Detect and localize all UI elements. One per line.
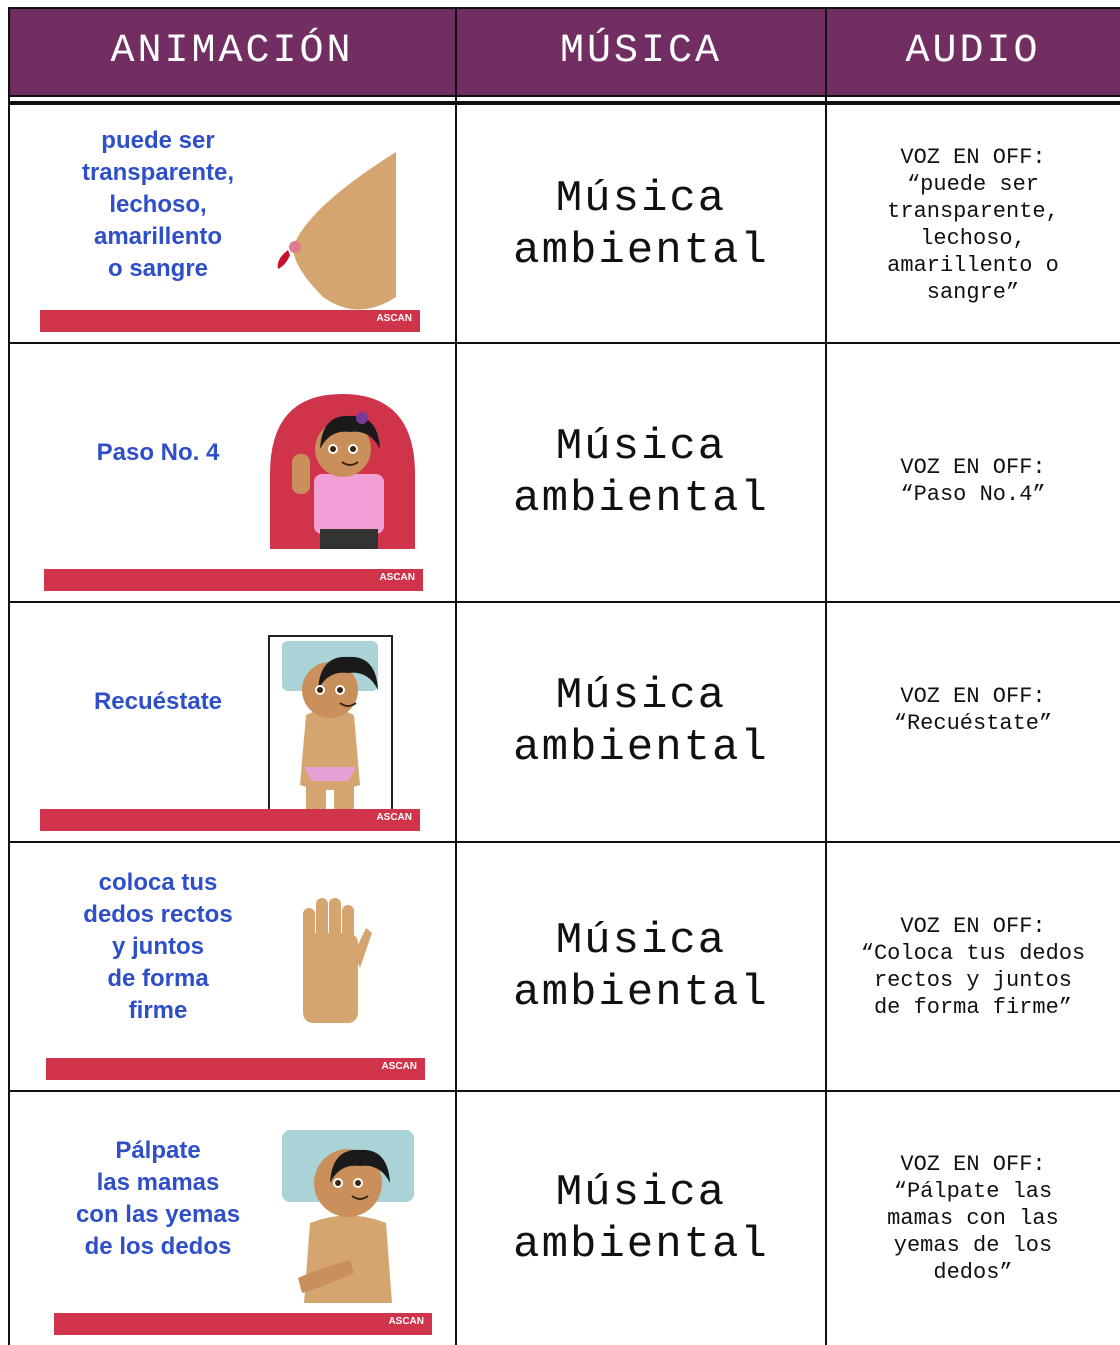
audio-line: dedos” <box>933 1260 1013 1285</box>
rule <box>8 8 10 1345</box>
animation-cell: puede ser transparente, lechoso, amarillent… <box>8 107 456 342</box>
animation-line: puede ser <box>101 126 215 154</box>
rule <box>8 342 1120 344</box>
audio-cell: VOZ EN OFF: “puede ser transparente, lechos… <box>826 107 1120 342</box>
audio-line: amarillento o <box>887 252 1059 278</box>
rule <box>455 8 457 1345</box>
animation-line: o sangre <box>107 254 209 282</box>
animation-cell: Paso No. 4 ASCAN <box>8 344 456 601</box>
column-header: MÚSICA <box>456 8 826 95</box>
audio-line: “Pálpate las <box>893 1179 1053 1204</box>
audio-line: mamas con las <box>887 1206 1059 1231</box>
column-header: ANIMACIÓN <box>8 8 456 95</box>
animation-line: y juntos <box>111 932 204 960</box>
music-line: Música <box>555 173 727 224</box>
audio-line: yemas de los <box>893 1233 1053 1258</box>
audio-line: “Recuéstate” <box>893 711 1053 736</box>
animation-cell: coloca tus dedos rectos y juntos de forma fi… <box>8 843 456 1090</box>
brand-bar: ASCAN <box>46 1058 425 1080</box>
animation-text: coloca tus dedos rectos y juntos de forma fi… <box>38 843 278 1050</box>
music-line: ambiental <box>513 723 769 773</box>
music-line: ambiental <box>513 225 769 276</box>
animation-text: Recuéstate <box>38 603 278 801</box>
music-cell: Música ambiental <box>456 1092 826 1345</box>
brand-logo: ASCAN <box>379 572 415 583</box>
music-cell: Música ambiental <box>456 843 826 1090</box>
rule <box>825 8 827 1345</box>
rule <box>8 95 1120 97</box>
music-line: Música <box>555 671 727 721</box>
music-line: ambiental <box>513 473 769 524</box>
brand-bar: ASCAN <box>44 569 423 591</box>
column-header: AUDIO <box>826 8 1120 95</box>
animation-line: coloca tus <box>98 868 218 896</box>
music-line: ambiental <box>513 967 769 1018</box>
animation-line: las mamas <box>96 1168 220 1196</box>
brand-bar: ASCAN <box>40 310 420 332</box>
lying-illustration <box>268 635 393 811</box>
rule <box>8 7 1120 9</box>
animation-cell: Recuéstate ASCAN <box>8 603 456 841</box>
animation-line: firme <box>128 996 188 1024</box>
brand-logo: ASCAN <box>376 313 412 324</box>
animation-line: de los dedos <box>84 1232 232 1260</box>
palpate-illustration <box>282 1130 414 1303</box>
animation-line: con las yemas <box>75 1200 241 1228</box>
music-line: Música <box>555 421 727 472</box>
animation-line: de forma <box>107 964 209 992</box>
rule <box>8 841 1120 843</box>
animation-cell: Pálpate las mamas con las yemas de los dedo… <box>8 1092 456 1345</box>
brand-logo: ASCAN <box>381 1061 417 1072</box>
animation-line: transparente, <box>81 158 235 186</box>
audio-line: transparente, <box>887 198 1059 224</box>
audio-line: VOZ EN OFF: <box>900 684 1046 709</box>
animation-line: Paso No. 4 <box>96 438 220 466</box>
audio-line: VOZ EN OFF: <box>900 144 1046 170</box>
music-cell: Música ambiental <box>456 107 826 342</box>
animation-line: Recuéstate <box>93 688 223 715</box>
brand-bar: ASCAN <box>40 809 420 831</box>
audio-cell: VOZ EN OFF: “Coloca tus dedos rectos y jun… <box>826 843 1120 1090</box>
music-line: ambiental <box>513 1219 769 1270</box>
brand-bar: ASCAN <box>54 1313 432 1335</box>
audio-line: “Coloca tus dedos <box>860 940 1086 966</box>
audio-line: VOZ EN OFF: <box>900 1152 1046 1177</box>
audio-line: rectos y juntos <box>873 967 1073 993</box>
brand-logo: ASCAN <box>388 1316 424 1327</box>
audio-line: “puede ser <box>906 171 1040 197</box>
audio-line: de forma firme” <box>873 994 1073 1020</box>
audio-line: VOZ EN OFF: <box>900 913 1046 939</box>
rule <box>8 1090 1120 1092</box>
audio-line: “Paso No.4” <box>900 482 1046 507</box>
hand-illustration <box>303 898 372 1023</box>
music-line: Música <box>555 915 727 966</box>
animation-line: dedos rectos <box>83 900 233 928</box>
brand-logo: ASCAN <box>376 812 412 823</box>
girl-illustration <box>270 394 415 549</box>
audio-cell: VOZ EN OFF: “Paso No.4” <box>826 344 1120 601</box>
music-cell: Música ambiental <box>456 603 826 841</box>
audio-line: lechoso, <box>920 225 1026 251</box>
animation-text: Paso No. 4 <box>38 344 278 561</box>
rule <box>8 101 1120 105</box>
audio-cell: VOZ EN OFF: “Pálpate las mamas con las yema… <box>826 1092 1120 1345</box>
animation-text: puede ser transparente, lechoso, amarillent… <box>38 107 278 302</box>
audio-line: VOZ EN OFF: <box>900 455 1046 480</box>
animation-line: Pálpate <box>115 1136 201 1164</box>
breast-illustration <box>277 152 396 310</box>
audio-cell: VOZ EN OFF: “Recuéstate” <box>826 603 1120 841</box>
rule <box>8 601 1120 603</box>
music-line: Música <box>555 1167 727 1218</box>
animation-line: amarillento <box>93 222 223 250</box>
animation-text: Pálpate las mamas con las yemas de los dedo… <box>38 1092 278 1305</box>
audio-line: sangre” <box>926 279 1020 305</box>
animation-line: lechoso, <box>109 190 207 218</box>
music-cell: Música ambiental <box>456 344 826 601</box>
